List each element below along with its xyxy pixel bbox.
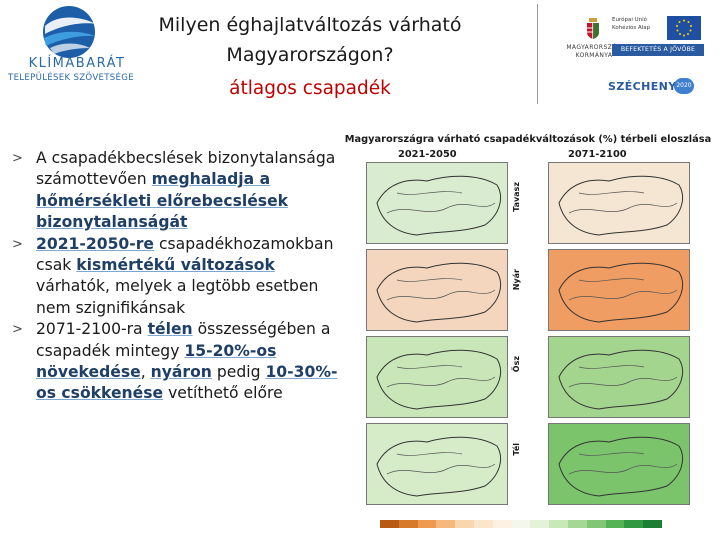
szechenyi-badge: 2020 [674, 78, 694, 94]
bullet-2-text-1: csapadékhozamokban csak [36, 234, 334, 275]
logo-name: KLÍMABARÁT [28, 56, 126, 71]
title-line-2: Magyarországon? [226, 44, 394, 66]
colorbar-swatch [586, 520, 606, 528]
investment-banner: BEFEKTETÉS A JÖVŐBE [612, 44, 704, 56]
bullet-2-highlight-1: 2021-2050-re [36, 234, 155, 253]
bullet-3: > 2071-2100-ra télen összességében a csa… [12, 319, 344, 405]
page-subtitle: átlagos csapadék [229, 78, 391, 99]
bullet-3-text-1: 2071-2100-ra [36, 320, 148, 339]
bullet-3-highlight-2: 15-20%-os növekedése [36, 341, 277, 382]
map-panel [366, 336, 508, 418]
eu-label: Európai Unió Kohéziós Alap [612, 16, 668, 32]
colorbar-swatch [492, 520, 512, 528]
colorbar-swatch [511, 520, 531, 528]
season-label: Tavasz [512, 182, 521, 212]
bullet-2-highlight-2: kismértékű változások [76, 256, 275, 275]
period-label-left: 2021-2050 [398, 149, 457, 160]
bullet-marker: > [12, 236, 23, 252]
bullet-1-highlight: meghaladja a hőmérsékleti előrebecslések… [36, 170, 289, 232]
bullet-2: > 2021-2050-re csapadékhozamokban csak k… [12, 234, 344, 320]
divider [537, 4, 538, 104]
eu-label-1: Európai Unió [612, 17, 648, 23]
bullet-3-text-3: , [140, 363, 151, 382]
bullet-1: > A csapadékbecslések bizonytalansága sz… [12, 148, 344, 234]
map-panel [366, 423, 508, 505]
colorbar-swatch [605, 520, 625, 528]
colorbar-swatch [549, 520, 568, 528]
szechenyi-year: 2020 [676, 82, 692, 89]
government-label: MAGYARORSZÁG KORMÁNYA [566, 44, 622, 59]
szechenyi-logo-text: SZÉCHENYI [608, 80, 682, 93]
page-title: Milyen éghajlatváltozás várható Magyaror… [100, 10, 520, 70]
colorbar-swatch [624, 520, 644, 528]
season-label: Nyár [512, 269, 521, 291]
colorbar-swatch [530, 520, 550, 528]
season-label: Tél [512, 443, 521, 456]
klimabarat-logo: KLÍMABARÁT TELEPÜLÉSEK SZÖVETSÉGE [4, 2, 136, 92]
map-panel [548, 162, 690, 244]
map-panel [548, 249, 690, 331]
season-label: Ősz [512, 356, 521, 373]
bullet-3-highlight-1: télen [147, 320, 193, 339]
map-panel [548, 336, 690, 418]
bullet-1-text: A csapadékbecslések bizonytalansága szám… [36, 149, 336, 189]
colorbar-swatch [436, 520, 456, 528]
colorbar [380, 520, 662, 528]
bullet-marker: > [12, 151, 23, 166]
bullet-3-highlight-4: 10-30%-os csökkenése [36, 363, 338, 403]
colorbar-swatch [643, 520, 662, 528]
colorbar-swatch [398, 520, 418, 528]
figure-title: Magyarországra várható csapadékváltozáso… [344, 134, 712, 145]
bullet-3-highlight-3: nyáron [150, 363, 212, 382]
bullet-3-text-5: vetíthető előre [163, 384, 283, 403]
colorbar-swatch [380, 520, 399, 528]
bullet-2-text-2: várhatók, melyek a legtöbb esetben nem s… [36, 277, 319, 317]
eu-flag-icon [667, 16, 701, 40]
bullet-3-text-4: pedig [211, 363, 266, 382]
map-panel [366, 162, 508, 244]
bullet-marker: > [12, 322, 23, 338]
map-panel [366, 249, 508, 331]
precipitation-map-figure: Magyarországra várható csapadékváltozáso… [336, 132, 720, 538]
colorbar-swatch [567, 520, 587, 528]
coat-of-arms-icon [587, 18, 599, 39]
colorbar-swatch [455, 520, 474, 528]
title-line-1: Milyen éghajlatváltozás várható [158, 14, 462, 36]
map-panel [548, 423, 690, 505]
colorbar-swatch [417, 520, 437, 528]
bullet-list: > A csapadékbecslések bizonytalansága sz… [12, 148, 344, 405]
colorbar-swatch [473, 520, 493, 528]
eu-label-2: Kohéziós Alap [612, 25, 651, 31]
logo-subtitle: TELEPÜLÉSEK SZÖVETSÉGE [8, 73, 134, 83]
globe-icon [43, 6, 96, 58]
period-label-right: 2071-2100 [568, 149, 627, 160]
bullet-3-text-2: összességében a csapadék mintegy [36, 320, 331, 360]
